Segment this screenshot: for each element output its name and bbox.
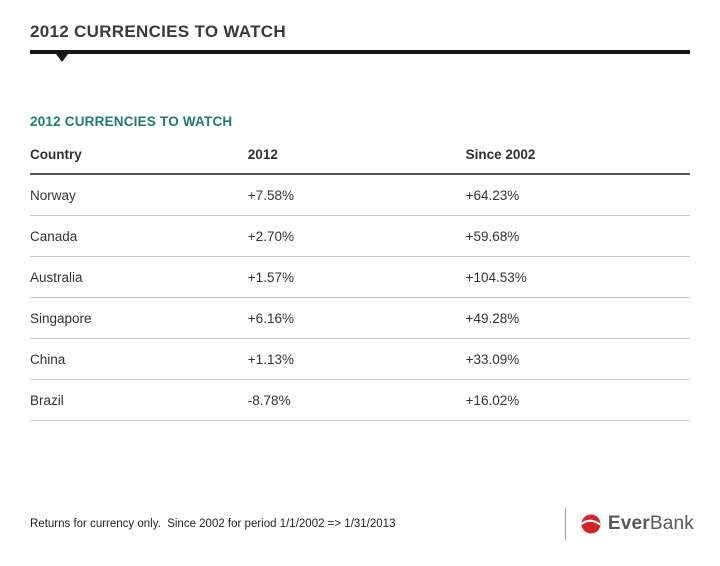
cell-2012: +7.58% xyxy=(247,174,466,216)
cell-country: Brazil xyxy=(30,379,248,421)
cell-since-2002: +16.02% xyxy=(465,379,690,421)
cell-since-2002: +104.53% xyxy=(465,256,690,298)
cell-since-2002: +59.68% xyxy=(465,215,690,257)
cell-country: Singapore xyxy=(30,297,248,339)
footer: Returns for currency only. Since 2002 fo… xyxy=(30,508,694,540)
table-row: China +1.13% +33.09% xyxy=(30,338,690,380)
table-row: Brazil -8.78% +16.02% xyxy=(30,379,690,421)
page-title: 2012 CURRENCIES TO WATCH xyxy=(30,22,286,41)
cell-since-2002: +33.09% xyxy=(465,338,690,380)
column-header-since-2002: Since 2002 xyxy=(465,133,690,175)
rule-marker-triangle-icon xyxy=(56,54,68,62)
cell-since-2002: +64.23% xyxy=(465,174,690,216)
table-row: Canada +2.70% +59.68% xyxy=(30,215,690,257)
cell-country: Canada xyxy=(30,215,248,257)
cell-country: Australia xyxy=(30,256,248,298)
cell-country: China xyxy=(30,338,248,380)
currencies-table: Country 2012 Since 2002 Norway +7.58% +6… xyxy=(30,133,690,421)
everbank-globe-icon xyxy=(580,513,602,535)
cell-2012: -8.78% xyxy=(247,379,466,421)
cell-2012: +1.57% xyxy=(247,256,466,298)
cell-country: Norway xyxy=(30,174,248,216)
cell-since-2002: +49.28% xyxy=(465,297,690,339)
cell-2012: +2.70% xyxy=(247,215,466,257)
cell-2012: +1.13% xyxy=(247,338,466,380)
table-row: Norway +7.58% +64.23% xyxy=(30,174,690,216)
logo-text-bank: Bank xyxy=(649,513,694,534)
column-header-country: Country xyxy=(30,133,248,175)
column-header-2012: 2012 xyxy=(247,133,466,175)
table-header-row: Country 2012 Since 2002 xyxy=(30,133,690,175)
table-row: Singapore +6.16% +49.28% xyxy=(30,297,690,339)
title-rule xyxy=(30,50,690,62)
logo-text-ever: Ever xyxy=(607,513,650,534)
table-row: Australia +1.57% +104.53% xyxy=(30,256,690,298)
section-title: 2012 CURRENCIES TO WATCH xyxy=(30,114,233,129)
everbank-logo-text: EverBank xyxy=(608,513,694,535)
footnote: Returns for currency only. Since 2002 fo… xyxy=(30,518,396,530)
everbank-logo: EverBank xyxy=(564,508,694,540)
cell-2012: +6.16% xyxy=(247,297,466,339)
